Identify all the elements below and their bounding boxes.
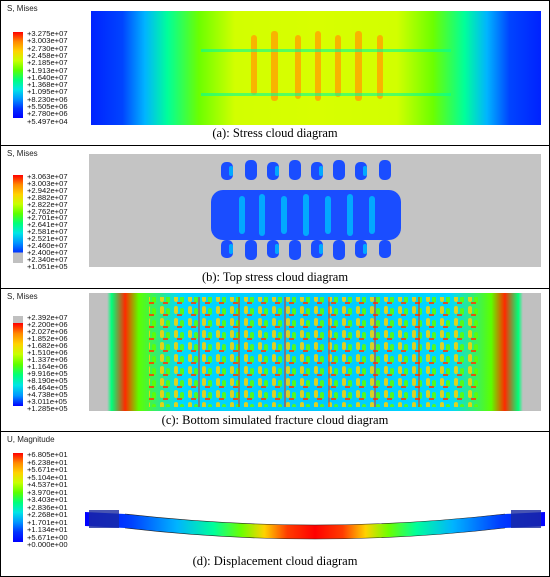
panel-d-displacement: U, Magnitude +6.805e+01 +6.238e+01 +5.67… (1, 432, 549, 576)
legend-value: +1.368e+07 (27, 80, 68, 90)
color-legend-bar (13, 453, 23, 542)
legend-value: +3.275e+07 (27, 29, 68, 38)
legend-value: +3.403e+01 (27, 495, 68, 504)
legend-value: +5.505e+06 (27, 102, 68, 111)
stress-contour-plate (91, 11, 541, 125)
legend-value: +5.104e+01 (27, 472, 68, 482)
deformed-beam (85, 510, 545, 540)
legend-value: +2.458e+07 (27, 50, 68, 60)
legend-value: +1.682e+06 (27, 341, 68, 350)
panel-a-stress: S, Mises +3.275e+07 +3.003e+07 +2.730e+0… (1, 1, 549, 146)
legend-value: +2.460e+07 (27, 241, 68, 250)
legend-value: +8.190e+05 (27, 376, 68, 385)
legend-value: +1.852e+06 (27, 334, 68, 343)
legend-title: S, Mises (7, 4, 38, 13)
legend-value: +9.916e+05 (27, 369, 68, 378)
legend-value: +4.537e+01 (27, 480, 68, 489)
legend-value: +1.134e+01 (27, 525, 68, 534)
legend-value: +6.464e+05 (27, 383, 68, 392)
legend-value: +2.882e+07 (27, 192, 68, 202)
legend-value: +2.185e+07 (27, 58, 68, 68)
legend-value: +0.000e+00 (27, 540, 68, 549)
legend-value: +1.095e+07 (27, 87, 68, 97)
legend-value: +3.011e+05 (27, 397, 67, 406)
legend-title: S, Mises (7, 292, 38, 301)
panel-b-top-stress: S, Mises +3.063e+07 +3.003e+07 +2.942e+0… (1, 146, 549, 289)
legend-value: +6.805e+01 (27, 450, 68, 459)
legend-value: +1.640e+07 (27, 72, 68, 82)
legend-value: +1.337e+06 (27, 355, 68, 364)
legend-value: +2.942e+07 (27, 185, 68, 195)
panel-caption: (d): Displacement cloud diagram (192, 554, 358, 568)
panel-caption: (c): Bottom simulated fracture cloud dia… (161, 413, 389, 427)
legend-value: +2.762e+07 (27, 206, 68, 216)
panel-caption: (a): Stress cloud diagram (212, 126, 338, 140)
legend-value: +1.164e+06 (27, 362, 68, 371)
fracture-contour-plate (89, 293, 541, 411)
legend-value: +4.738e+05 (27, 390, 68, 399)
legend-value: +1.510e+06 (27, 348, 68, 357)
legend-value: +1.701e+01 (27, 517, 68, 527)
legend-value: +6.238e+01 (27, 457, 68, 467)
legend-value: +3.003e+07 (27, 36, 68, 46)
legend-value: +2.340e+07 (27, 254, 68, 264)
legend-value: +2.730e+07 (27, 43, 68, 53)
legend-value: +2.027e+06 (27, 327, 68, 336)
legend-value: +2.200e+06 (27, 320, 68, 329)
legend-value: +2.392e+07 (27, 313, 68, 322)
legend-value: +2.822e+07 (27, 199, 68, 209)
legend-value: +3.970e+01 (27, 487, 68, 497)
panel-c-bottom-fracture: S, Mises +2.392e+07 +2.200e+06 +2.027e+0… (1, 289, 549, 432)
legend-value: +1.051e+05 (27, 261, 68, 271)
color-legend-bar (13, 175, 23, 263)
legend-value: +2.836e+01 (27, 502, 68, 512)
color-legend-bar (13, 316, 23, 406)
legend-value: +2.521e+07 (27, 234, 68, 244)
legend-value: +2.581e+07 (27, 227, 68, 237)
legend-value: +5.671e+00 (27, 532, 68, 542)
top-stress-contour-plate (89, 154, 541, 267)
legend-value: +2.701e+07 (27, 213, 68, 223)
legend-value: +2.780e+06 (27, 109, 68, 119)
legend-value: +3.063e+07 (27, 172, 68, 181)
legend-value: +2.641e+07 (27, 220, 68, 230)
panel-caption: (b): Top stress cloud diagram (201, 270, 349, 284)
legend-title: U, Magnitude (7, 435, 55, 444)
legend-value: +8.230e+06 (27, 94, 68, 104)
legend-title: S, Mises (7, 149, 38, 158)
legend-value: +5.671e+01 (27, 465, 68, 474)
legend-value: +2.268e+01 (27, 510, 68, 519)
color-legend-bar (13, 32, 23, 118)
legend-value: +1.285e+05 (27, 404, 68, 413)
legend-value: +1.913e+07 (27, 65, 68, 75)
legend-value: +5.497e+04 (27, 116, 68, 126)
legend-value: +2.400e+07 (27, 247, 68, 257)
legend-value: +3.003e+07 (27, 178, 68, 188)
